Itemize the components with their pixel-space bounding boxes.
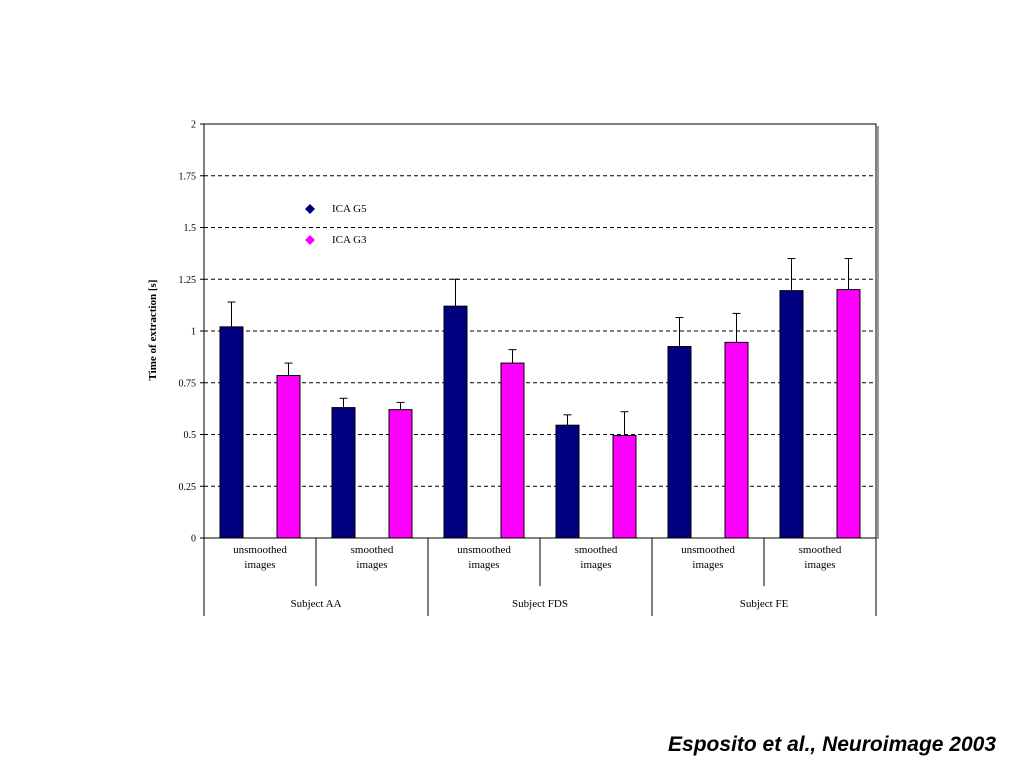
bar-ica-g5 [219,326,244,539]
y-tick-label: 1 [191,327,196,338]
group-label: Subject AA [290,598,341,610]
y-tick-label: 0.25 [179,482,197,493]
category-label: smoothed [351,544,394,556]
y-tick-label: 1.75 [179,171,197,182]
bar-ica-g5 [667,346,692,539]
gridlines [204,175,876,487]
group-label: Subject FE [740,598,789,610]
citation-text: Esposito et al., Neuroimage 2003 [668,733,996,756]
bar-ica-g3 [836,289,861,539]
category-label: unsmoothed [457,544,511,556]
legend: ICA G5 ICA G3 [305,203,367,246]
y-axis-label: Time of extraction [s] [147,280,159,381]
category-label: images [244,559,275,571]
legend-label: ICA G5 [332,203,367,215]
category-label: images [580,559,611,571]
y-tick-label: 0 [191,534,196,545]
bar-ica-g3 [500,362,525,539]
category-label: smoothed [575,544,618,556]
axes: 0 0.25 0.5 0.75 1 1.25 1.5 1.75 2 unsmoothed image… [179,120,879,616]
category-label: images [356,559,387,571]
bar-ica-g5 [779,290,804,539]
bar-ica-g3 [612,435,637,539]
legend-label: ICA G3 [332,234,367,246]
y-tick-label: 1.25 [179,275,197,286]
bar-ica-g3 [724,341,749,539]
y-tick-label: 1.5 [184,223,197,234]
category-label: images [804,559,835,571]
bar-ica-g5 [443,305,468,539]
category-label: smoothed [799,544,842,556]
bar-ica-g3 [276,375,301,539]
y-tick-label: 2 [191,120,196,131]
category-label: images [468,559,499,571]
bar-ica-g3 [388,409,413,539]
group-label: Subject FDS [512,598,568,610]
legend-marker [305,204,315,214]
y-tick-label: 0.5 [184,430,197,441]
category-label: images [692,559,723,571]
bars [219,258,861,539]
legend-marker [305,235,315,245]
category-label: unsmoothed [233,544,287,556]
bar-ica-g5 [555,424,580,539]
y-tick-label: 0.75 [179,378,197,389]
bar-ica-g5 [331,407,356,539]
category-label: unsmoothed [681,544,735,556]
